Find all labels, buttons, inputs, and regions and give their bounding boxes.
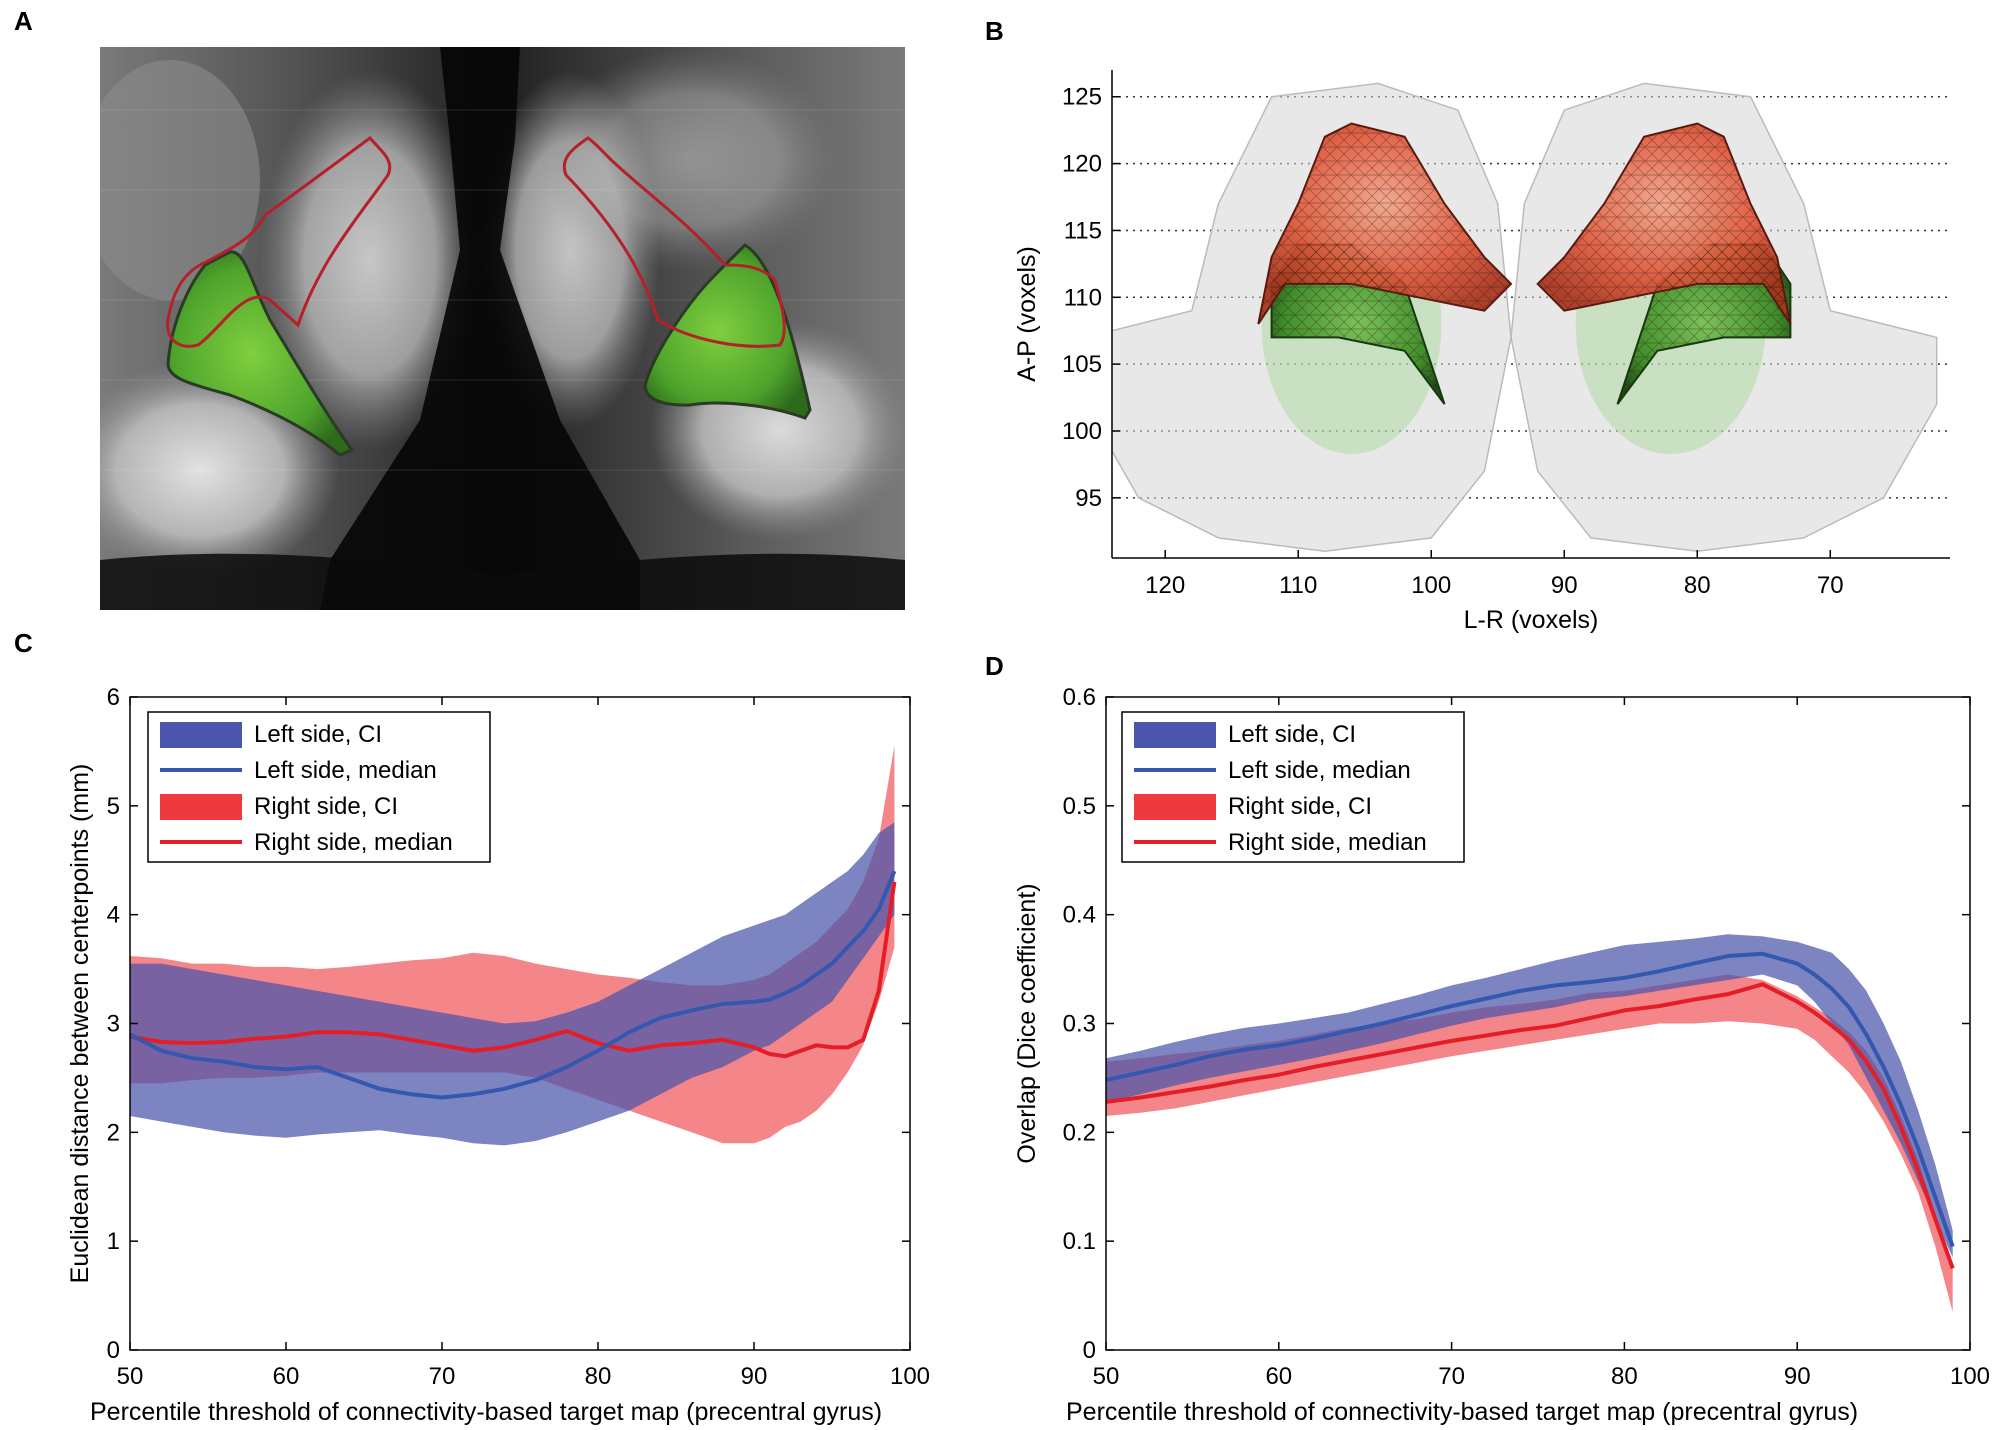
d-x-tick-label: 100 bbox=[1950, 1363, 1990, 1390]
c-y-tick-label: 4 bbox=[107, 902, 120, 929]
c-y-tick-label: 2 bbox=[107, 1119, 120, 1146]
c-legend-swatch bbox=[160, 794, 242, 820]
d-y-axis-label: Overlap (Dice coefficient) bbox=[1013, 883, 1041, 1163]
d-x-tick-label: 60 bbox=[1265, 1363, 1292, 1390]
left-green-overlay bbox=[166, 250, 355, 457]
d-legend-label: Left side, median bbox=[1228, 757, 1411, 784]
c-y-tick-label: 1 bbox=[107, 1228, 120, 1255]
b-x-tick-label: 120 bbox=[1145, 572, 1185, 599]
d-band-left bbox=[1106, 934, 1953, 1258]
d-median-left bbox=[1105, 951, 1955, 1248]
c-x-axis-label: Percentile threshold of connectivity-bas… bbox=[90, 1398, 882, 1425]
right-green-overlay bbox=[643, 243, 812, 420]
d-x-tick-label: 70 bbox=[1438, 1363, 1465, 1390]
d-legend-swatch bbox=[1134, 722, 1216, 748]
c-legend-swatch bbox=[160, 722, 242, 748]
chart-b: 95 100 105 110 115 120 125 120 110 100 90 80 70 L-R (… bbox=[1013, 70, 1950, 634]
c-y-axis-label: Euclidean distance between centerpoints … bbox=[66, 764, 94, 1284]
b-x-tick-label: 110 bbox=[1279, 572, 1317, 599]
mri-slice-image bbox=[100, 47, 905, 610]
chart-d: 0 0.1 0.2 0.3 0.4 0.5 0.6 50 60 70 80 90 100 Percenti… bbox=[1013, 684, 1990, 1426]
c-x-tick-label: 90 bbox=[741, 1363, 768, 1390]
c-median-right bbox=[129, 881, 897, 1059]
c-median-left bbox=[129, 870, 897, 1100]
d-legend: Left side, CI Left side, median Right side… bbox=[1121, 711, 1465, 863]
d-y-tick-label: 0.2 bbox=[1063, 1119, 1096, 1146]
c-legend-label: Right side, CI bbox=[254, 793, 398, 820]
d-legend-label: Left side, CI bbox=[1228, 721, 1356, 748]
panel-label-b: B bbox=[985, 16, 1004, 46]
b-y-axis-label: A-P (voxels) bbox=[1013, 246, 1041, 382]
c-y-tick-label: 0 bbox=[107, 1337, 120, 1364]
3d-render bbox=[1112, 82, 1938, 553]
b-x-axis-label: L-R (voxels) bbox=[1464, 606, 1599, 634]
b-x-tick-label: 100 bbox=[1411, 572, 1451, 599]
d-x-axis-label: Percentile threshold of connectivity-bas… bbox=[1066, 1398, 1858, 1425]
c-legend-label: Left side, median bbox=[254, 757, 437, 784]
b-y-tick-label: 110 bbox=[1064, 284, 1102, 311]
c-legend-label: Right side, median bbox=[254, 829, 453, 856]
panel-label-a: A bbox=[14, 6, 33, 36]
d-median-right bbox=[1105, 982, 1955, 1270]
d-band-right bbox=[1106, 974, 1953, 1312]
d-legend-swatch bbox=[1134, 794, 1216, 820]
c-x-tick-label: 100 bbox=[890, 1363, 930, 1390]
c-legend: Left side, CI Left side, median Right side… bbox=[147, 711, 491, 863]
d-y-tick-label: 0.4 bbox=[1063, 902, 1096, 929]
c-y-tick-label: 6 bbox=[107, 684, 120, 711]
c-x-tick-label: 50 bbox=[117, 1363, 144, 1390]
d-x-tick-label: 90 bbox=[1784, 1363, 1811, 1390]
b-x-tick-label: 80 bbox=[1684, 572, 1711, 599]
b-y-tick-label: 95 bbox=[1075, 485, 1102, 512]
d-legend-label: Right side, median bbox=[1228, 829, 1427, 856]
chart-c: 0 1 2 3 4 5 6 50 60 70 80 90 100 Percentile threshold… bbox=[66, 684, 930, 1426]
d-y-tick-label: 0.6 bbox=[1063, 684, 1096, 711]
d-legend-label: Right side, CI bbox=[1228, 793, 1372, 820]
c-band-left bbox=[130, 822, 895, 1146]
d-x-tick-label: 80 bbox=[1611, 1363, 1638, 1390]
b-y-tick-label: 120 bbox=[1062, 151, 1102, 178]
b-y-tick-label: 105 bbox=[1062, 351, 1102, 378]
d-x-tick-label: 50 bbox=[1093, 1363, 1120, 1390]
b-x-tick-label: 70 bbox=[1817, 572, 1844, 599]
c-y-tick-label: 3 bbox=[107, 1011, 120, 1038]
b-y-tick-label: 115 bbox=[1064, 217, 1102, 244]
panel-label-c: C bbox=[14, 628, 33, 658]
c-legend-label: Left side, CI bbox=[254, 721, 382, 748]
b-y-tick-label: 125 bbox=[1062, 84, 1102, 111]
c-x-tick-label: 80 bbox=[585, 1363, 612, 1390]
d-y-tick-label: 0.5 bbox=[1063, 793, 1096, 820]
right-red-contour bbox=[562, 136, 786, 348]
left-red-contour bbox=[166, 135, 392, 348]
c-x-tick-label: 60 bbox=[273, 1363, 300, 1390]
c-y-tick-label: 5 bbox=[107, 793, 120, 820]
b-y-tick-label: 100 bbox=[1062, 418, 1102, 445]
panel-label-d: D bbox=[985, 651, 1004, 681]
d-y-tick-label: 0 bbox=[1083, 1337, 1096, 1364]
b-x-tick-label: 90 bbox=[1551, 572, 1578, 599]
c-x-tick-label: 70 bbox=[429, 1363, 456, 1390]
d-y-tick-label: 0.3 bbox=[1063, 1011, 1096, 1038]
d-y-tick-label: 0.1 bbox=[1063, 1228, 1096, 1255]
